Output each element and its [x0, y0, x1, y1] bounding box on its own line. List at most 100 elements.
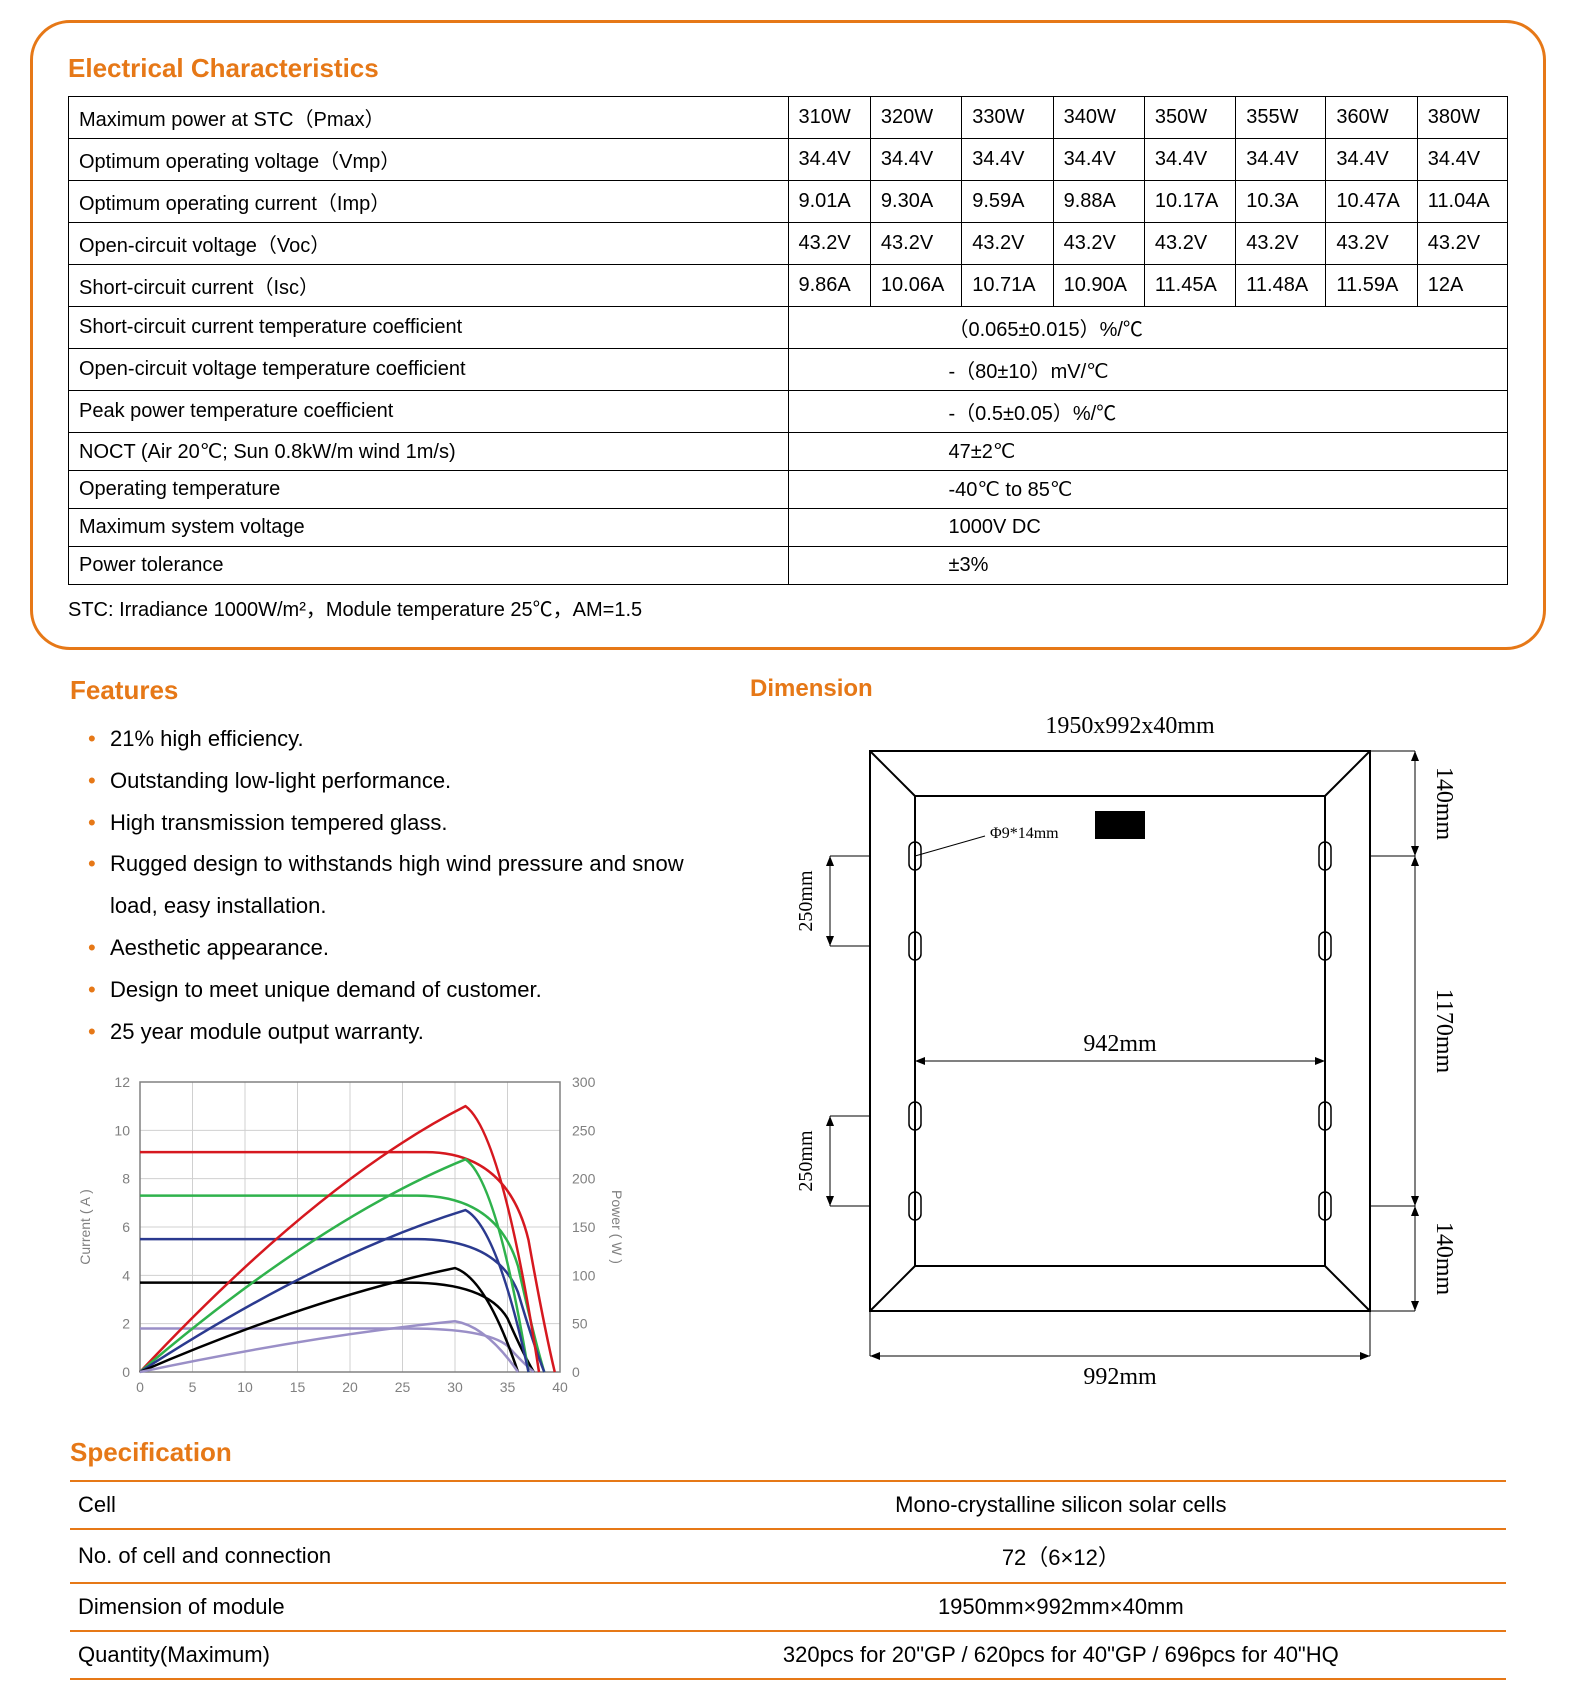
- spec-value: 72（6×12）: [616, 1529, 1506, 1583]
- row-value: 9.86A: [788, 265, 870, 307]
- dimension-drawing: 1950x992x40mm Φ9*14mm 942mm 992mm 140mm 1170m…: [750, 711, 1510, 1391]
- row-value: 34.4V: [1053, 139, 1144, 181]
- feature-item: Aesthetic appearance.: [88, 927, 720, 969]
- feature-item: High transmission tempered glass.: [88, 802, 720, 844]
- spec-row: No. of cell and connection72（6×12）: [70, 1529, 1506, 1583]
- row-value: 9.59A: [962, 181, 1053, 223]
- electrical-row: Short-circuit current（Isc）9.86A10.06A10.…: [69, 265, 1508, 307]
- row-value: 34.4V: [1144, 139, 1235, 181]
- svg-text:Power ( W ): Power ( W ): [609, 1190, 625, 1264]
- row-value: 34.4V: [1326, 139, 1417, 181]
- electrical-panel: Electrical Characteristics Maximum power…: [30, 20, 1546, 650]
- svg-text:6: 6: [122, 1219, 130, 1235]
- row-value: 43.2V: [1326, 223, 1417, 265]
- svg-text:942mm: 942mm: [1083, 1031, 1157, 1057]
- row-label: Optimum operating current（Imp）: [69, 181, 789, 223]
- row-value: 11.48A: [1236, 265, 1326, 307]
- svg-text:992mm: 992mm: [1083, 1364, 1157, 1390]
- row-value: 43.2V: [1053, 223, 1144, 265]
- svg-text:40: 40: [552, 1379, 568, 1395]
- spec-label: Cell: [70, 1481, 616, 1529]
- row-value: 43.2V: [1144, 223, 1235, 265]
- row-value: 350W: [1144, 97, 1235, 139]
- svg-text:35: 35: [500, 1379, 516, 1395]
- svg-text:1170mm: 1170mm: [1431, 989, 1457, 1074]
- spec-value: 1950mm×992mm×40mm: [616, 1583, 1506, 1631]
- coef-label: Short-circuit current temperature coeffi…: [69, 307, 789, 349]
- specification-title: Specification: [70, 1437, 1506, 1468]
- electrical-row: Optimum operating current（Imp）9.01A9.30A…: [69, 181, 1508, 223]
- coef-row: Open-circuit voltage temperature coeffic…: [69, 349, 1508, 391]
- row-value: 43.2V: [870, 223, 961, 265]
- svg-text:200: 200: [572, 1171, 596, 1187]
- coef-row: Power tolerance±3%: [69, 547, 1508, 585]
- svg-text:100: 100: [572, 1268, 596, 1284]
- electrical-row: Maximum power at STC（Pmax）310W320W330W34…: [69, 97, 1508, 139]
- spec-row: CellMono-crystalline silicon solar cells: [70, 1481, 1506, 1529]
- coef-label: Operating temperature: [69, 471, 789, 509]
- svg-text:1950x992x40mm: 1950x992x40mm: [1045, 713, 1215, 739]
- row-value: 43.2V: [962, 223, 1053, 265]
- svg-text:8: 8: [122, 1171, 130, 1187]
- coef-row: Peak power temperature coefficient-（0.5±…: [69, 391, 1508, 433]
- svg-text:140mm: 140mm: [1431, 1222, 1457, 1296]
- row-value: 10.90A: [1053, 265, 1144, 307]
- svg-text:50: 50: [572, 1316, 588, 1332]
- row-label: Short-circuit current（Isc）: [69, 265, 789, 307]
- svg-text:10: 10: [114, 1123, 130, 1139]
- coef-value: （0.065±0.015）%/℃: [788, 307, 1508, 349]
- spec-value: 320pcs for 20"GP / 620pcs for 40"GP / 69…: [616, 1631, 1506, 1679]
- svg-text:10: 10: [237, 1379, 253, 1395]
- row-value: 320W: [870, 97, 961, 139]
- spec-label: Dimension of module: [70, 1583, 616, 1631]
- row-value: 11.59A: [1326, 265, 1417, 307]
- coef-row: NOCT (Air 20℃; Sun 0.8kW/m wind 1m/s)47±…: [69, 433, 1508, 471]
- row-value: 43.2V: [1417, 223, 1507, 265]
- row-value: 310W: [788, 97, 870, 139]
- row-value: 380W: [1417, 97, 1507, 139]
- feature-item: Rugged design to withstands high wind pr…: [88, 843, 720, 927]
- svg-text:250: 250: [572, 1123, 596, 1139]
- svg-text:250mm: 250mm: [795, 870, 817, 932]
- row-value: 10.71A: [962, 265, 1053, 307]
- specification-section: Specification CellMono-crystalline silic…: [30, 1437, 1546, 1680]
- feature-item: Outstanding low-light performance.: [88, 760, 720, 802]
- svg-text:15: 15: [290, 1379, 306, 1395]
- svg-text:Φ9*14mm: Φ9*14mm: [990, 825, 1059, 842]
- svg-text:12: 12: [114, 1074, 130, 1090]
- electrical-row: Optimum operating voltage（Vmp）34.4V34.4V…: [69, 139, 1508, 181]
- coef-value: -（0.5±0.05）%/℃: [788, 391, 1508, 433]
- row-label: Optimum operating voltage（Vmp）: [69, 139, 789, 181]
- svg-text:20: 20: [342, 1379, 358, 1395]
- row-value: 43.2V: [1236, 223, 1326, 265]
- stc-note: STC: Irradiance 1000W/m²，Module temperat…: [68, 593, 1508, 622]
- row-value: 9.01A: [788, 181, 870, 223]
- svg-text:25: 25: [395, 1379, 411, 1395]
- row-value: 11.04A: [1417, 181, 1507, 223]
- feature-item: 25 year module output warranty.: [88, 1011, 720, 1053]
- spec-row: Dimension of module1950mm×992mm×40mm: [70, 1583, 1506, 1631]
- row-value: 34.4V: [788, 139, 870, 181]
- dimension-title: Dimension: [750, 675, 1510, 703]
- coef-label: Peak power temperature coefficient: [69, 391, 789, 433]
- coef-row: Maximum system voltage1000V DC: [69, 509, 1508, 547]
- row-label: Maximum power at STC（Pmax）: [69, 97, 789, 139]
- coef-label: NOCT (Air 20℃; Sun 0.8kW/m wind 1m/s): [69, 433, 789, 471]
- row-value: 34.4V: [1236, 139, 1326, 181]
- coef-label: Power tolerance: [69, 547, 789, 585]
- spec-row: Quantity(Maximum)320pcs for 20"GP / 620p…: [70, 1631, 1506, 1679]
- svg-text:0: 0: [122, 1364, 130, 1380]
- svg-text:140mm: 140mm: [1431, 767, 1457, 841]
- row-value: 10.3A: [1236, 181, 1326, 223]
- row-value: 34.4V: [962, 139, 1053, 181]
- electrical-title: Electrical Characteristics: [68, 53, 1508, 84]
- iv-curve-chart: 0510152025303540024681012050100150200250…: [70, 1067, 630, 1407]
- feature-item: 21% high efficiency.: [88, 718, 720, 760]
- spec-label: No. of cell and connection: [70, 1529, 616, 1583]
- row-value: 10.06A: [870, 265, 961, 307]
- features-title: Features: [70, 675, 720, 706]
- coef-value: ±3%: [788, 547, 1508, 585]
- row-value: 34.4V: [1417, 139, 1507, 181]
- svg-text:300: 300: [572, 1074, 596, 1090]
- feature-item: Design to meet unique demand of customer…: [88, 969, 720, 1011]
